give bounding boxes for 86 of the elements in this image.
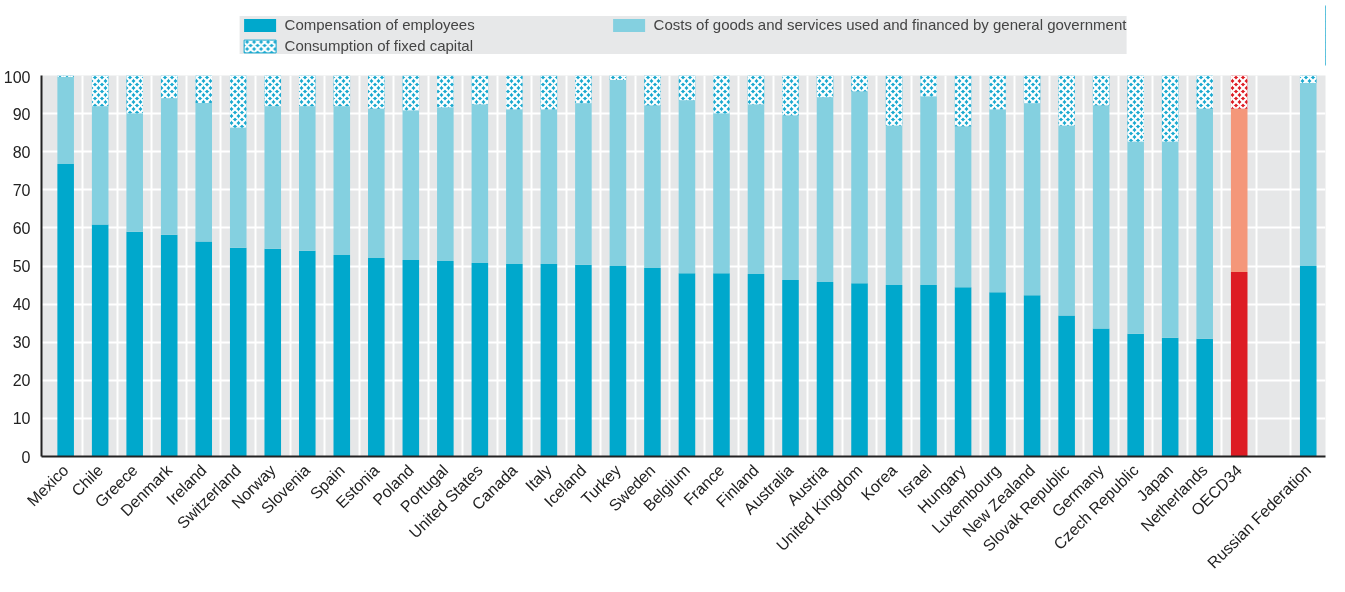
legend-label: Consumption of fixed capital: [284, 37, 475, 54]
bar: [333, 254, 351, 457]
bar: [609, 80, 627, 266]
bar: [644, 267, 661, 457]
bar: [1196, 338, 1213, 457]
bar: [437, 107, 454, 262]
bar: [91, 106, 109, 225]
bar: [1230, 272, 1248, 457]
bar: [989, 292, 1006, 457]
bar: [851, 91, 868, 284]
bar: [540, 264, 558, 457]
bar: [954, 287, 972, 457]
bar: [816, 282, 834, 457]
y-tick-label: 20: [12, 372, 31, 390]
bar: [920, 285, 937, 457]
bar: [851, 283, 868, 457]
bar: [57, 163, 74, 457]
bar: [471, 104, 489, 263]
bar: [540, 109, 558, 265]
y-tick-label: 30: [12, 334, 31, 352]
y-tick-label: 70: [12, 181, 31, 199]
y-tick-label: 80: [12, 143, 31, 161]
bar: [575, 103, 592, 265]
y-tick-label: 10: [12, 410, 31, 428]
bar: [1299, 83, 1317, 266]
bar: [506, 109, 523, 265]
bar: [989, 109, 1006, 293]
bar: [333, 106, 351, 255]
bar: [1058, 125, 1075, 316]
y-tick-label: 0: [21, 448, 31, 466]
bar: [57, 77, 74, 164]
y-tick-label: 60: [12, 219, 31, 237]
bar: [1127, 141, 1144, 334]
bar: [1161, 337, 1179, 457]
bar: [195, 241, 213, 457]
bar: [885, 125, 903, 286]
bar: [954, 126, 972, 288]
legend-label: Costs of goods and services used and financed by general government: [653, 16, 1127, 33]
bar: [91, 224, 109, 457]
bar: [402, 110, 420, 260]
bar: [437, 261, 454, 457]
bar: [298, 250, 316, 457]
bar: [1299, 266, 1317, 457]
bar: [368, 258, 385, 457]
bar: [747, 104, 765, 274]
bar: [816, 97, 834, 282]
bar: [506, 264, 523, 457]
bar: [920, 96, 937, 286]
bar: [678, 100, 696, 274]
bar: [1230, 108, 1248, 273]
bar: [1023, 103, 1041, 296]
bar: [747, 274, 765, 457]
bar: [1058, 315, 1075, 457]
bar: [126, 113, 143, 232]
bar: [195, 102, 213, 242]
bar: [885, 285, 903, 457]
bar: [1161, 141, 1179, 338]
bar: [1092, 105, 1110, 329]
bar: [471, 262, 489, 457]
bar: [229, 127, 247, 248]
y-tick-label: 40: [12, 296, 31, 314]
bar: [264, 248, 282, 457]
y-tick-label: 100: [3, 68, 31, 86]
bar: [402, 259, 420, 457]
bar: [782, 280, 799, 457]
y-tick-label: 90: [12, 105, 31, 123]
y-tick-label: 50: [12, 258, 31, 275]
bar: [1196, 108, 1213, 339]
bar: [160, 234, 178, 457]
bar: [782, 115, 799, 281]
bar: [575, 264, 592, 457]
bar: [713, 273, 730, 457]
bar: [609, 266, 627, 457]
bar: [298, 106, 316, 251]
bar: [1127, 333, 1144, 457]
bar: [1092, 328, 1110, 457]
bar: [1023, 295, 1041, 457]
bar: [644, 105, 661, 268]
bar: [713, 113, 730, 274]
bar: [264, 106, 282, 249]
bar: [126, 231, 143, 457]
bar: [229, 247, 247, 457]
legend-label: Compensation of employees: [284, 16, 476, 33]
bar: [368, 108, 385, 258]
bar: [160, 98, 178, 235]
bar: [678, 273, 696, 457]
